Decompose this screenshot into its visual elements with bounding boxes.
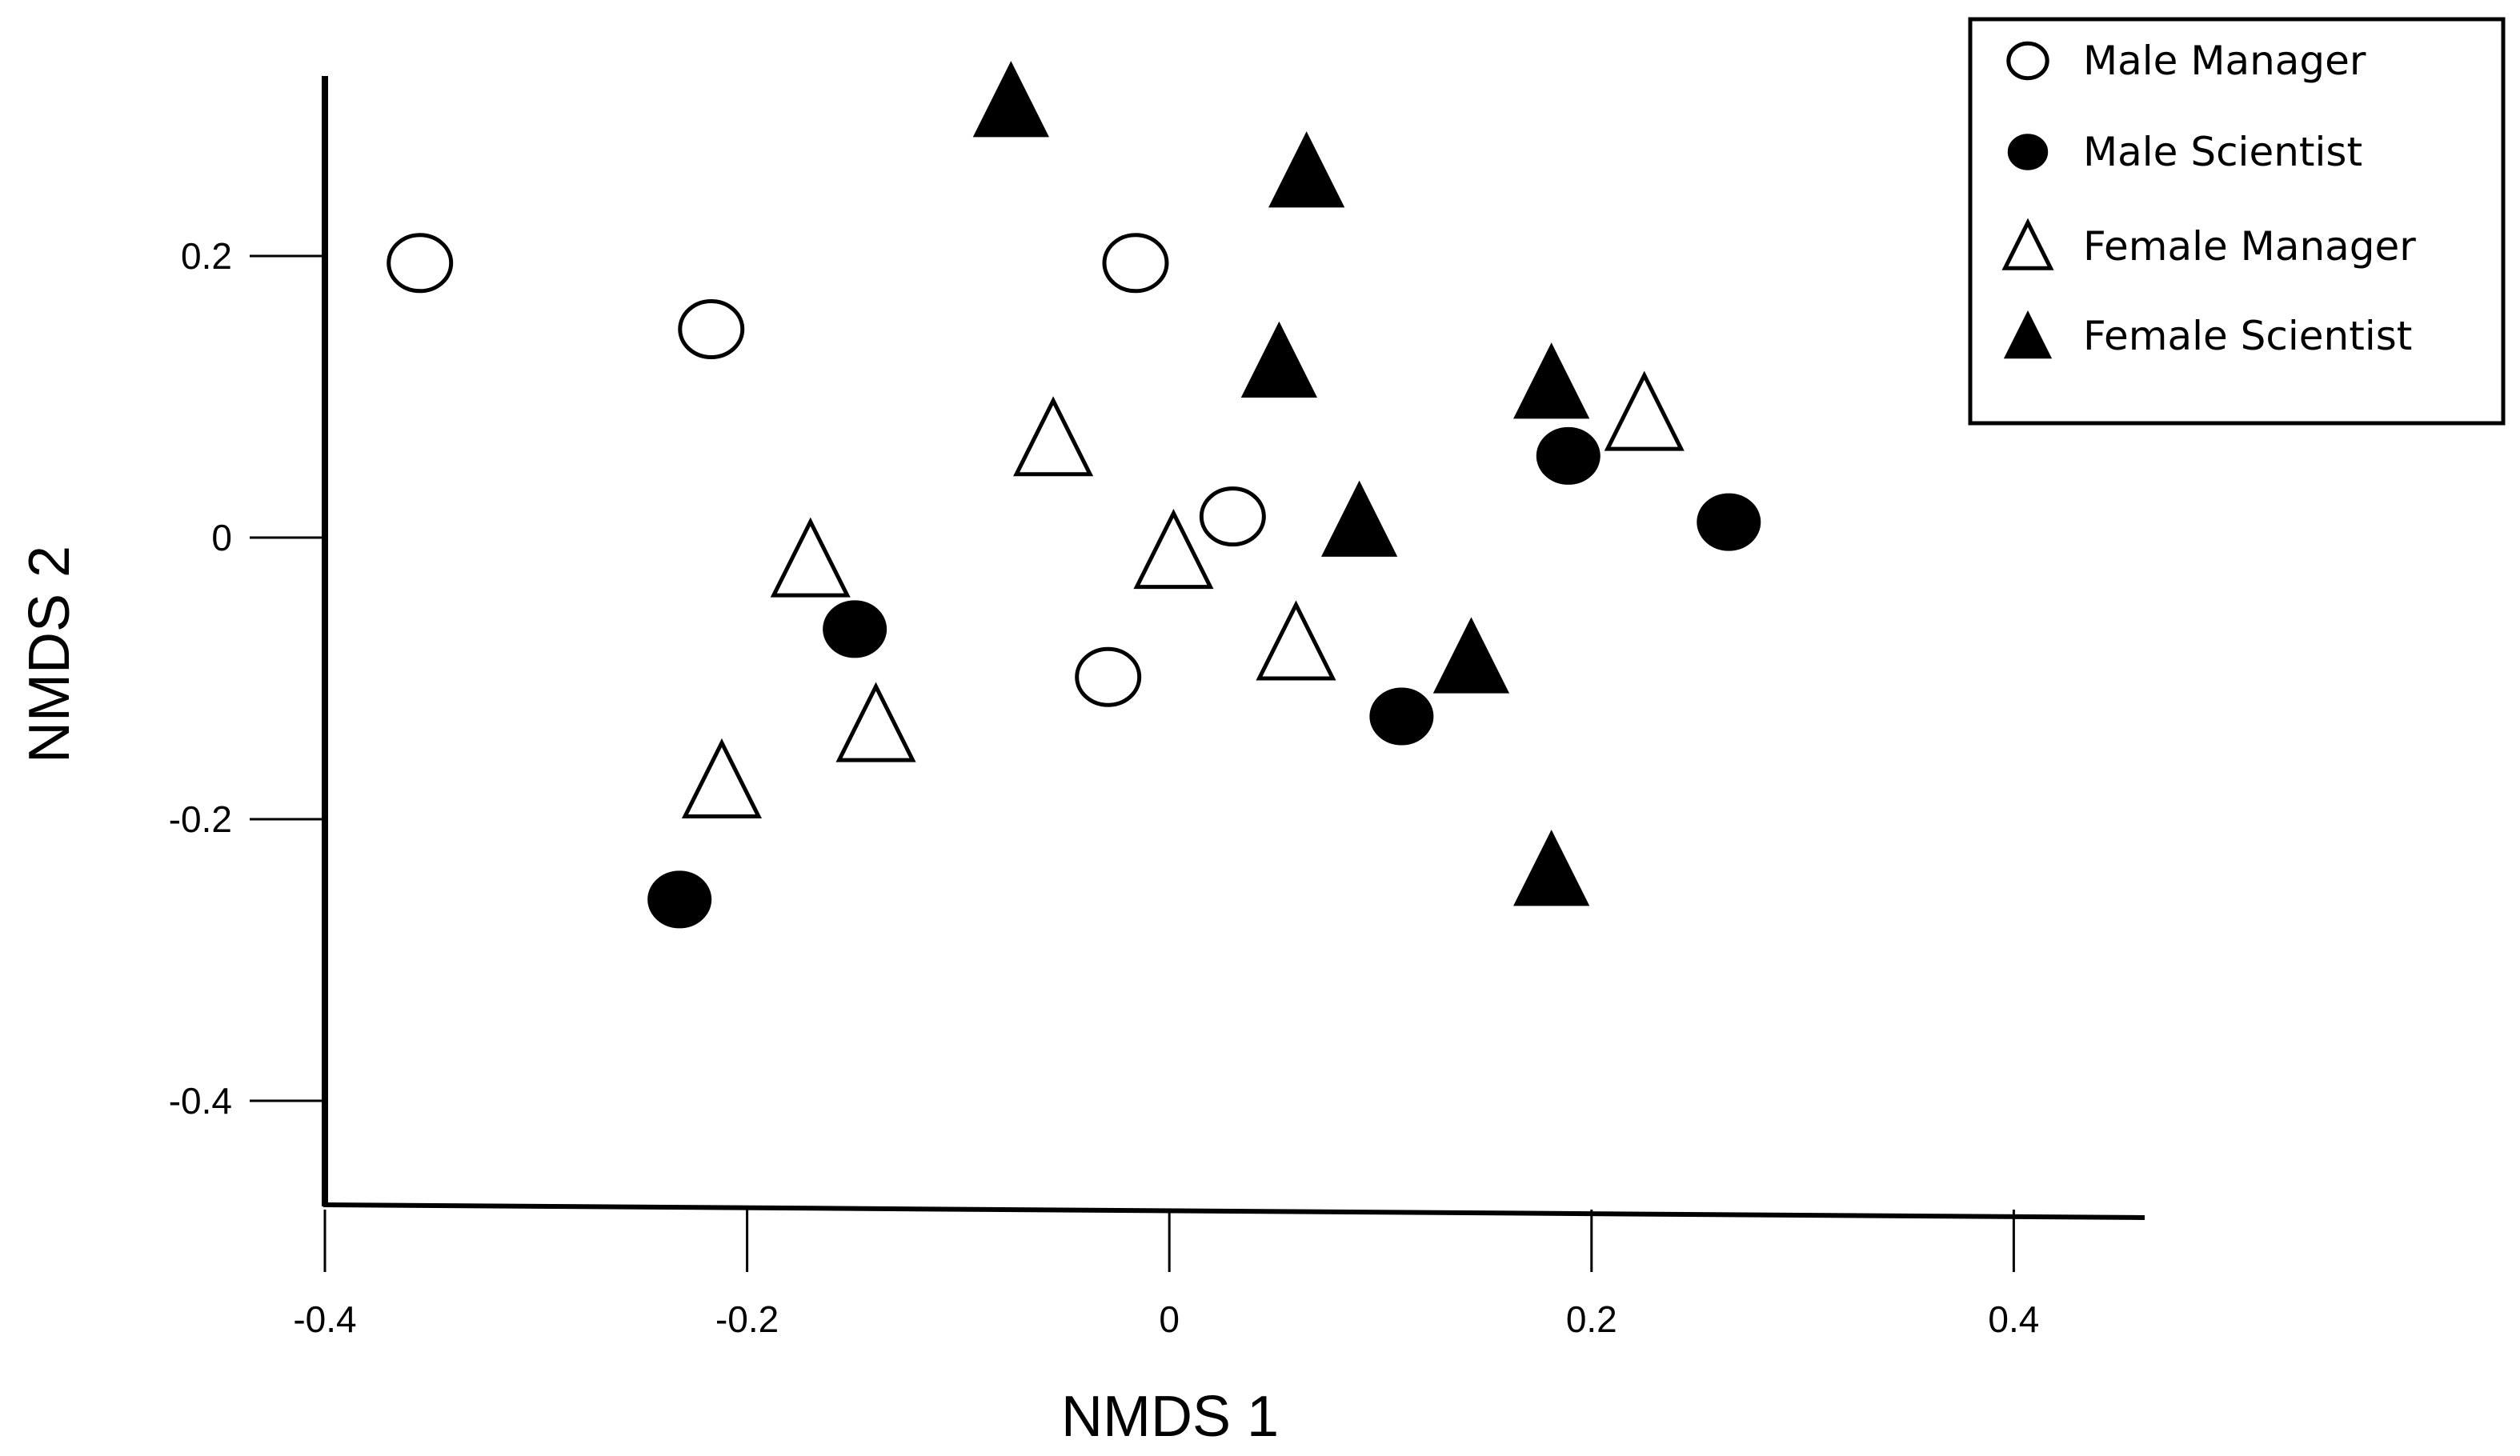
x-axis-title: NMDS 1 bbox=[1061, 1385, 1279, 1449]
legend-label-male-scientist: Male Scientist bbox=[2083, 129, 2362, 175]
series-male-scientist bbox=[647, 426, 1761, 929]
x-tick-label: -0.4 bbox=[293, 1298, 356, 1340]
data-point-female-scientist bbox=[1432, 617, 1510, 694]
data-point-female-scientist bbox=[1321, 480, 1398, 557]
data-point-male-manager bbox=[387, 233, 454, 294]
data-point-male-scientist bbox=[647, 870, 712, 929]
legend-box bbox=[1968, 17, 2506, 426]
x-tick-label: 0 bbox=[1159, 1298, 1180, 1340]
data-point-female-manager bbox=[835, 682, 916, 762]
data-point-male-scientist bbox=[1697, 493, 1761, 551]
axes bbox=[322, 76, 2145, 1220]
data-point-male-manager bbox=[1102, 233, 1169, 294]
data-point-female-scientist bbox=[1513, 830, 1590, 906]
x-ticks: -0.4 -0.2 0 0.2 0.4 bbox=[293, 1210, 2039, 1340]
data-point-male-manager bbox=[1075, 646, 1142, 707]
x-axis-line bbox=[323, 1202, 2145, 1220]
data-point-female-scientist bbox=[1513, 342, 1590, 419]
y-tick-label: 0.2 bbox=[181, 235, 232, 277]
y-axis-title: NMDS 2 bbox=[18, 546, 82, 763]
data-point-male-manager bbox=[678, 299, 745, 360]
data-point-female-scientist bbox=[972, 61, 1049, 138]
legend-marker-male-manager bbox=[2006, 41, 2049, 81]
y-tick-label: -0.4 bbox=[169, 1080, 232, 1122]
legend-marker-female-manager bbox=[2001, 218, 2054, 270]
y-ticks: 0.2 0 -0.2 -0.4 bbox=[169, 235, 325, 1122]
legend-label-female-scientist: Female Scientist bbox=[2083, 313, 2412, 359]
series-female-scientist bbox=[972, 61, 1590, 906]
legend-marker-female-scientist bbox=[2003, 310, 2053, 359]
data-point-male-scientist bbox=[1369, 687, 1434, 746]
legend-label-female-manager: Female Manager bbox=[2083, 223, 2416, 270]
legend: Male Manager Male Scientist Female Manager… bbox=[1968, 17, 2506, 426]
x-tick-label: -0.2 bbox=[715, 1298, 779, 1340]
data-point-female-manager bbox=[1256, 600, 1336, 681]
data-point-male-manager bbox=[1199, 486, 1266, 547]
data-point-male-scientist bbox=[1536, 426, 1601, 485]
data-point-female-manager bbox=[681, 738, 762, 818]
y-tick-label: 0 bbox=[211, 517, 232, 558]
legend-label-male-manager: Male Manager bbox=[2083, 38, 2366, 84]
data-point-female-manager bbox=[1604, 370, 1685, 451]
data-points bbox=[387, 61, 1761, 929]
x-tick-label: 0.2 bbox=[1566, 1298, 1617, 1340]
data-point-female-scientist bbox=[1240, 321, 1317, 398]
series-male-manager bbox=[387, 233, 1266, 707]
data-point-female-manager bbox=[1133, 509, 1214, 590]
data-point-male-scientist bbox=[823, 600, 887, 658]
y-tick-label: -0.2 bbox=[169, 798, 232, 840]
legend-marker-male-scientist bbox=[2007, 134, 2049, 170]
data-point-female-manager bbox=[770, 517, 851, 598]
series-female-manager bbox=[681, 370, 1685, 818]
data-point-female-manager bbox=[1013, 396, 1094, 477]
x-tick-label: 0.4 bbox=[1988, 1298, 2039, 1340]
data-point-female-scientist bbox=[1268, 131, 1345, 208]
